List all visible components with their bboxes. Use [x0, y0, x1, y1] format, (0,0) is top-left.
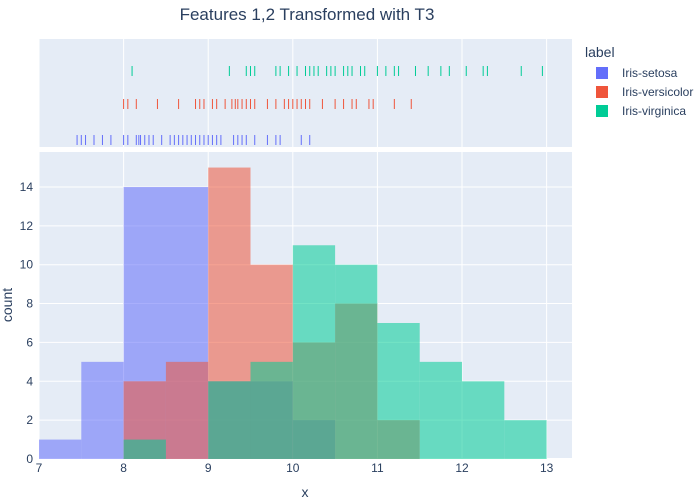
histogram-bar-iris-virginica [292, 245, 336, 459]
legend-swatch-iris-versicolor [596, 86, 608, 98]
x-tick-label: 10 [286, 461, 300, 475]
y-tick-label: 2 [26, 413, 33, 427]
y-tick-label: 4 [26, 374, 33, 388]
legend-label-iris-virginica: Iris-virginica [622, 104, 686, 118]
y-axis-title: count [0, 288, 15, 322]
histogram-bar-iris-virginica [335, 264, 378, 459]
histogram-bar-iris-virginica [504, 420, 547, 459]
y-tick-label: 12 [20, 219, 34, 233]
legend-swatch-iris-setosa [596, 67, 608, 79]
x-tick-label: 9 [205, 461, 212, 475]
histogram-bar-iris-versicolor [165, 361, 209, 459]
x-tick-label: 12 [455, 461, 469, 475]
histogram-bar-iris-virginica [250, 361, 293, 459]
histogram-bar-iris-virginica [208, 381, 251, 459]
histogram-bar-iris-virginica [462, 381, 505, 459]
chart-title: Features 1,2 Transformed with T3 [180, 5, 435, 24]
legend-label-iris-setosa: Iris-setosa [622, 66, 678, 80]
legend-swatch-iris-virginica [596, 105, 608, 117]
y-tick-label: 0 [26, 452, 33, 466]
histogram-bar-iris-virginica [419, 361, 463, 459]
histogram-bar-iris-setosa [39, 439, 82, 459]
y-tick-label: 10 [20, 258, 34, 272]
histogram-bar-iris-virginica [123, 439, 166, 459]
legend-title: label [585, 44, 615, 60]
y-tick-label: 6 [26, 335, 33, 349]
y-tick-label: 8 [26, 297, 33, 311]
rug-plot-background [39, 39, 572, 147]
x-tick-label: 11 [371, 461, 384, 475]
x-tick-label: 8 [120, 461, 127, 475]
y-tick-label: 14 [20, 180, 34, 194]
x-tick-label: 7 [36, 461, 43, 475]
histogram-bar-iris-setosa [81, 361, 124, 459]
legend-label-iris-versicolor: Iris-versicolor [622, 85, 693, 99]
x-tick-label: 13 [540, 461, 554, 475]
histogram-bar-iris-virginica [377, 322, 420, 459]
x-axis-title: x [302, 484, 309, 500]
